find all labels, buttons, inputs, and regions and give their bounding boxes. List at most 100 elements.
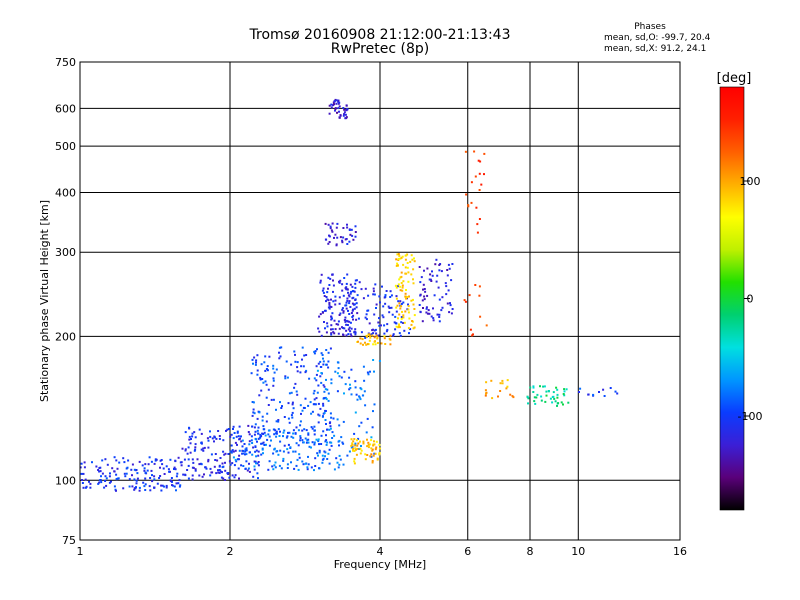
echo-point	[336, 372, 339, 375]
echo-point	[407, 308, 410, 311]
echo-point	[609, 387, 612, 389]
echo-point	[234, 449, 237, 452]
echo-point	[378, 452, 381, 455]
echo-point	[318, 449, 321, 452]
echo-point	[293, 350, 296, 353]
echo-point	[354, 286, 357, 289]
echo-point	[253, 465, 256, 468]
echo-point	[313, 425, 316, 428]
echo-point	[316, 369, 319, 372]
echo-point	[426, 294, 429, 297]
echo-point	[198, 428, 201, 431]
echo-point	[499, 390, 502, 392]
echo-point	[346, 273, 349, 276]
echo-point	[327, 287, 329, 290]
echo-point	[315, 373, 318, 376]
echo-point	[297, 468, 300, 471]
echo-point	[321, 354, 324, 356]
echo-point	[562, 403, 564, 406]
echo-point	[346, 454, 349, 457]
echo-point	[419, 311, 422, 314]
echo-point	[97, 482, 100, 485]
echo-point	[509, 393, 512, 396]
echo-point	[325, 378, 327, 381]
echo-point	[339, 458, 342, 461]
echo-point	[261, 378, 264, 380]
echo-point	[154, 458, 157, 461]
echo-point	[293, 386, 296, 389]
echo-point	[237, 435, 240, 438]
echo-point	[123, 472, 126, 475]
echo-point	[217, 469, 219, 472]
echo-point	[354, 448, 357, 451]
echo-point	[267, 388, 270, 391]
echo-point	[556, 388, 559, 391]
echo-point	[262, 452, 264, 455]
echo-point	[616, 392, 619, 395]
echo-point	[348, 326, 351, 329]
echo-point	[422, 288, 424, 291]
echo-point	[322, 311, 324, 314]
echo-point	[354, 447, 357, 450]
echo-point	[351, 302, 354, 305]
echo-point	[369, 336, 372, 339]
echo-point	[333, 434, 336, 437]
echo-point	[374, 328, 377, 331]
echo-point	[265, 396, 268, 399]
echo-point	[294, 450, 297, 453]
echo-point	[259, 436, 262, 439]
echo-point	[400, 317, 403, 320]
echo-point	[263, 444, 266, 446]
echo-point	[153, 475, 156, 478]
echo-point	[243, 443, 246, 445]
echo-point	[143, 469, 146, 472]
echo-point	[115, 489, 117, 492]
echo-point	[194, 446, 197, 449]
echo-point	[206, 437, 209, 440]
echo-point	[251, 358, 254, 361]
echo-point	[400, 305, 403, 308]
echo-point	[333, 103, 335, 106]
echo-point	[245, 449, 248, 452]
echo-point	[257, 450, 260, 453]
echo-point	[347, 328, 350, 331]
echo-point	[326, 298, 329, 301]
echo-point	[283, 444, 286, 447]
echo-point	[501, 382, 504, 385]
echo-point	[470, 201, 473, 204]
echo-point	[287, 417, 290, 420]
echo-point	[349, 383, 351, 386]
echo-point	[390, 294, 393, 297]
echo-point	[215, 437, 218, 440]
echo-point	[282, 435, 284, 438]
echo-point	[217, 430, 220, 432]
echo-point	[349, 306, 352, 308]
echo-point	[399, 334, 402, 337]
echo-point	[268, 435, 271, 438]
echo-point	[327, 351, 330, 354]
echo-point	[342, 334, 345, 337]
echo-point	[355, 302, 358, 305]
echo-point	[374, 283, 377, 286]
echo-point	[370, 439, 373, 442]
echo-point	[371, 460, 374, 462]
echo-point	[364, 336, 367, 339]
echo-point	[401, 255, 404, 258]
echo-point	[345, 109, 348, 112]
echo-point	[256, 369, 259, 372]
echo-point	[324, 455, 326, 458]
echo-point	[356, 312, 359, 315]
echo-point	[408, 332, 410, 335]
echo-point	[375, 440, 378, 443]
echo-point	[397, 259, 400, 261]
echo-point	[143, 467, 146, 470]
echo-point	[479, 315, 482, 318]
echo-point	[327, 452, 330, 455]
echo-point	[336, 222, 339, 225]
echo-point	[354, 380, 357, 383]
echo-point	[100, 481, 103, 484]
echo-point	[116, 467, 119, 470]
echo-point	[400, 302, 403, 305]
echo-point	[405, 289, 407, 291]
echo-point	[299, 439, 302, 442]
